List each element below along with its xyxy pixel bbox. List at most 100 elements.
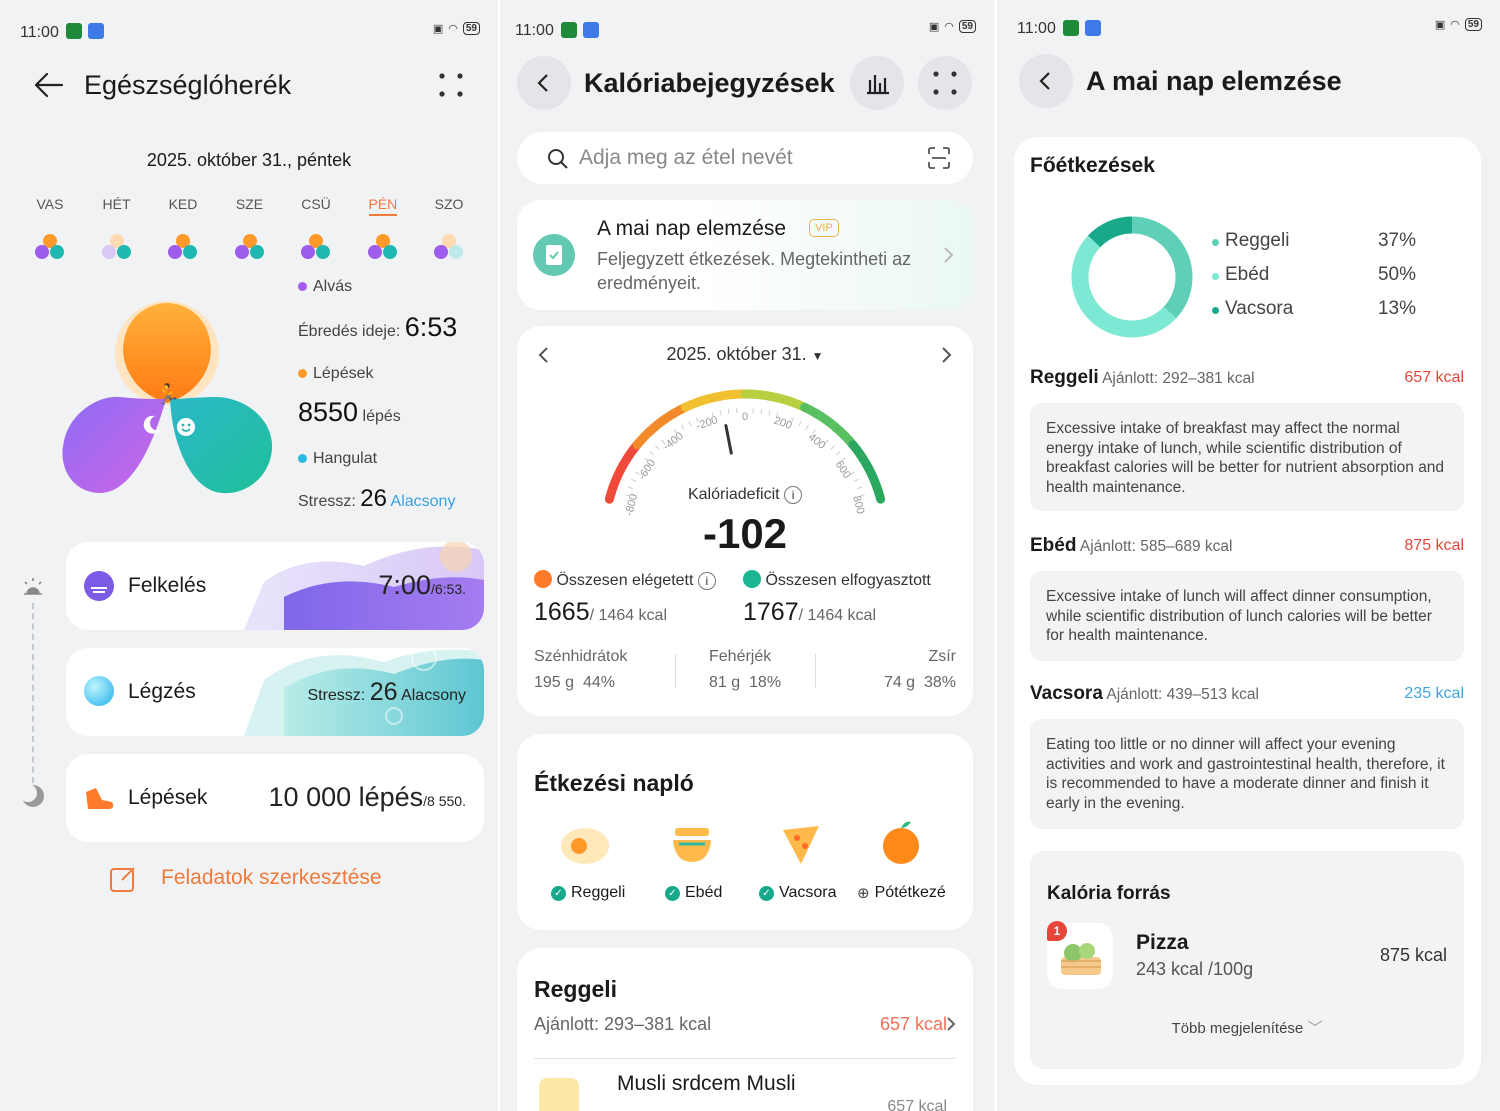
consumed-value: 1767/ 1464 kcal: [743, 598, 877, 626]
status-bar: 11:00 ▣ ◠ 59: [515, 20, 976, 44]
calorie-log-screen: 11:00 ▣ ◠ 59 Kalóriabejegyzések Adja meg a…: [500, 0, 994, 1111]
more-button[interactable]: [918, 56, 972, 110]
day-label-2[interactable]: KED: [168, 196, 198, 212]
day-clover-icon[interactable]: [366, 232, 400, 264]
bowl-icon[interactable]: [669, 822, 715, 868]
notification-icon: [66, 23, 82, 39]
task-label: Lépések: [128, 786, 208, 809]
breakfast-kcal: 657 kcal: [879, 1014, 947, 1034]
legend-mood: Hangulat: [298, 450, 377, 468]
burned-value: 1665/ 1464 kcal: [534, 598, 668, 626]
back-button[interactable]: [517, 56, 571, 110]
task-value: Stressz: 26 Alacsony: [307, 678, 466, 706]
gauge-minor-tick: [719, 410, 722, 416]
breakfast-recommended: Ajánlott: 293–381 kcal: [534, 1014, 712, 1034]
edit-icon[interactable]: [108, 864, 138, 894]
day-label-6[interactable]: SZO: [434, 196, 464, 212]
egg-icon[interactable]: [557, 822, 613, 868]
gauge-minor-tick: [812, 429, 816, 434]
show-more-button[interactable]: Több megjelenítése ﹀: [1171, 1020, 1323, 1037]
gauge-minor-tick: [644, 457, 649, 462]
bowl-icon: [743, 570, 761, 588]
info-icon: i: [784, 486, 803, 504]
analysis-banner[interactable]: A mai nap elemzése VIP Feljegyzett étkez…: [517, 200, 973, 310]
chevron-left-icon[interactable]: [537, 346, 549, 364]
day-label-3[interactable]: SZE: [235, 196, 264, 212]
status-time: 11:00: [515, 22, 554, 39]
stats-button[interactable]: [850, 56, 904, 110]
meal-row-breakfast: Reggeli Ajánlott: 292–381 kcal 657 kcal: [1030, 367, 1464, 388]
gauge-minor-tick: [627, 486, 633, 490]
gauge-minor-tick: [681, 424, 685, 430]
chevron-right-icon: [944, 247, 954, 263]
orange-icon[interactable]: [881, 818, 921, 866]
divider: [815, 654, 816, 688]
search-input[interactable]: Adja meg az étel nevét: [579, 146, 793, 169]
svg-text:🏃: 🏃: [156, 382, 181, 406]
task-wake-up[interactable]: Felkelés 7:00/6:53.: [66, 542, 484, 630]
day-clover-icon[interactable]: [233, 232, 267, 264]
search-bar[interactable]: Adja meg az étel nevét: [517, 132, 973, 184]
distribution-legend-item: Reggeli 37%: [1212, 230, 1416, 252]
notification-icon: [88, 23, 104, 39]
meal-tab-dinner[interactable]: ✓ Vacsora: [759, 884, 837, 902]
notification-icon: [1063, 20, 1079, 36]
gauge-minor-tick: [654, 445, 660, 450]
scan-icon[interactable]: [927, 146, 951, 170]
day-label-0[interactable]: VAS: [36, 196, 64, 212]
gauge-tick-label: 800: [850, 495, 866, 516]
food-thumbnail: [539, 1078, 579, 1111]
chevron-down-icon: ﹀: [1307, 1020, 1323, 1037]
day-clover-icon[interactable]: [100, 232, 134, 264]
more-icon[interactable]: [438, 72, 464, 98]
gauge-minor-tick: [649, 451, 654, 456]
gauge-minor-tick: [631, 478, 637, 482]
back-arrow-icon[interactable]: [32, 68, 66, 102]
breakfast-card[interactable]: Reggeli Ajánlott: 293–381 kcal 657 kcal …: [517, 948, 973, 1111]
day-clover-icon[interactable]: [33, 232, 67, 264]
meal-tab-breakfast[interactable]: ✓ Reggeli: [551, 884, 625, 902]
task-steps[interactable]: Lépések 10 000 lépés/8 550.: [66, 754, 484, 842]
meal-tab-lunch[interactable]: ✓ Ebéd: [665, 884, 722, 902]
gauge-tick-label: -400: [661, 430, 686, 453]
gauge-minor-tick: [841, 457, 846, 462]
gauge-label: Kalóriadeficit i: [517, 486, 973, 504]
day-clover-icon[interactable]: [432, 232, 466, 264]
pizza-icon[interactable]: [779, 822, 823, 868]
meal-tab-snack[interactable]: ⊕ Pótétkezé: [857, 884, 946, 902]
day-clover-icon[interactable]: [299, 232, 333, 264]
back-button[interactable]: [1019, 54, 1073, 108]
breathing-icon: [84, 676, 114, 706]
wake-time: Ébredés ideje: 6:53: [298, 312, 458, 342]
task-label: Felkelés: [128, 574, 207, 597]
gauge-minor-tick: [760, 409, 763, 415]
gauge-minor-tick: [727, 409, 730, 415]
chevron-right-icon: [947, 1017, 956, 1031]
day-label-5[interactable]: PÉN: [368, 196, 397, 216]
gauge-value: -102: [702, 510, 788, 557]
distribution-legend-item: Vacsora 13%: [1212, 298, 1416, 320]
source-item-name: Pizza: [1136, 931, 1189, 954]
date-selector[interactable]: 2025. október 31. ▼: [666, 344, 824, 364]
meal-row-lunch: Ebéd Ajánlott: 585–689 kcal 875 kcal: [1030, 535, 1464, 556]
donut-slice-reggeli: [1131, 216, 1193, 319]
health-clover-chart[interactable]: 🏃: [58, 295, 278, 505]
gauge-minor-tick: [791, 417, 795, 423]
day-clover-icon[interactable]: [166, 232, 200, 264]
gauge-minor-tick: [661, 439, 666, 444]
task-breathing[interactable]: Légzés Stressz: 26 Alacsony: [66, 648, 484, 736]
gauge-minor-tick: [695, 417, 699, 423]
edit-tasks-link[interactable]: Feladatok szerkesztése: [161, 866, 382, 889]
gauge-minor-tick: [625, 494, 631, 497]
breakfast-title: Reggeli: [534, 976, 618, 1002]
day-label-4[interactable]: CSÜ: [301, 196, 331, 212]
chevron-right-icon[interactable]: [941, 346, 953, 364]
clipboard-icon: [533, 234, 575, 276]
gauge-minor-tick: [674, 429, 678, 434]
task-label: Légzés: [128, 680, 196, 703]
day-label-1[interactable]: HÉT: [102, 196, 131, 212]
alarm-icon: [20, 574, 46, 598]
back-chevron-icon: [537, 74, 548, 92]
food-item-name: Musli srdcem Musli: [617, 1072, 796, 1095]
legend-dot: [1212, 307, 1219, 314]
